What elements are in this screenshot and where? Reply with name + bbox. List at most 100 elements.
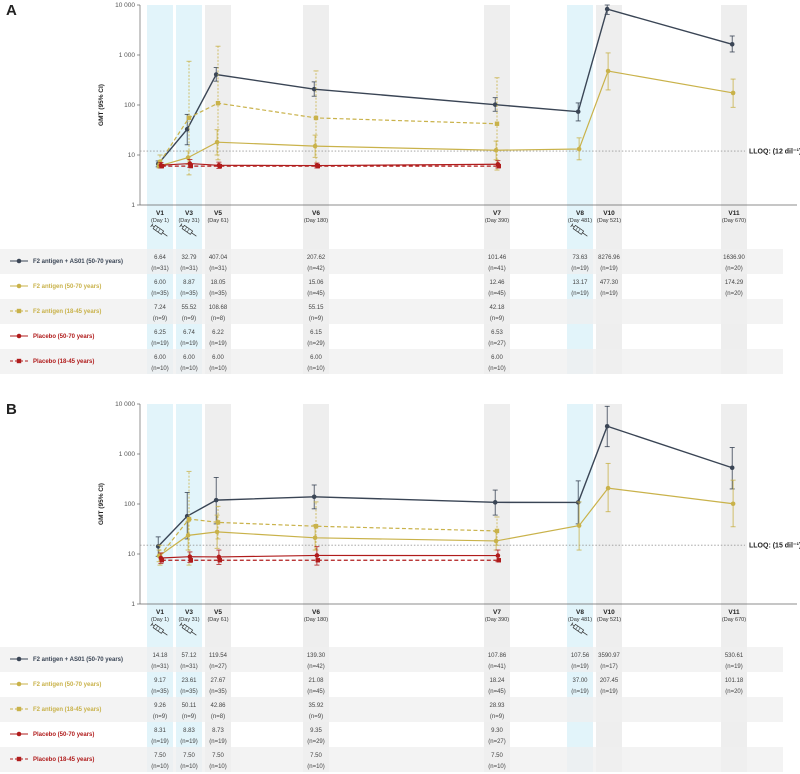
gmt-value: 8276.96: [598, 255, 620, 261]
data-point: [311, 494, 317, 500]
gmt-value: 101.18: [725, 678, 744, 684]
y-axis-title: GMT (95% CI): [98, 84, 105, 126]
gmt-value: 42.18: [489, 305, 505, 311]
data-point: [730, 90, 736, 96]
gmt-value: 6.25: [154, 330, 166, 336]
visit-day-label: (Day 481): [568, 617, 592, 623]
n-value: (n=31): [209, 266, 227, 272]
y-tick-label: 1: [131, 202, 135, 209]
syringe-mark: [186, 627, 190, 632]
gmt-value: 32.79: [181, 255, 197, 261]
n-value: (n=19): [209, 739, 227, 745]
gmt-value: 50.11: [182, 703, 197, 709]
series-2: [156, 462, 736, 563]
data-point: [157, 159, 163, 165]
gmt-value: 6.15: [310, 330, 322, 336]
syringe-plunger: [571, 623, 575, 627]
series-name: Placebo (18-45 years): [33, 757, 94, 763]
n-value: (n=41): [488, 664, 506, 670]
syringe-plunger: [151, 224, 155, 228]
legend-marker: [16, 333, 22, 339]
series-2: [156, 52, 736, 169]
gmt-value: 6.00: [154, 355, 166, 361]
visit-day-label: (Day 180): [304, 617, 328, 623]
series-name: F2 antigen (50-70 years): [33, 682, 101, 688]
n-value: (n=35): [180, 291, 198, 297]
visit-day-label: (Day 180): [304, 218, 328, 224]
gmt-value: 15.06: [308, 280, 324, 286]
data-point: [214, 139, 220, 145]
visit-day-label: (Day 31): [178, 218, 199, 224]
gmt-value: 42.86: [210, 703, 226, 709]
syringe-needle: [191, 631, 197, 636]
data-point: [186, 115, 192, 120]
n-value: (n=19): [725, 664, 743, 670]
n-value: (n=35): [151, 689, 169, 695]
n-value: (n=45): [307, 689, 325, 695]
gmt-value: 6.00: [212, 355, 224, 361]
gmt-value: 1636.90: [723, 255, 745, 261]
series-line: [157, 8, 733, 165]
syringe-grip: [179, 622, 183, 627]
data-point: [729, 41, 735, 47]
visit-day-label: (Day 31): [178, 617, 199, 623]
n-value: (n=9): [490, 714, 504, 720]
syringe-needle: [162, 631, 168, 636]
gmt-value: 7.50: [212, 753, 224, 759]
data-point: [575, 500, 581, 505]
syringe-grip: [150, 622, 154, 627]
gmt-value: 12.46: [489, 280, 505, 286]
syringe-needle: [582, 232, 588, 237]
n-value: (n=27): [488, 341, 506, 347]
series-name: Placebo (18-45 years): [33, 359, 94, 365]
series-line: [158, 487, 734, 557]
data-point: [315, 558, 320, 563]
n-value: (n=19): [600, 689, 618, 695]
gmt-value: 6.74: [183, 330, 195, 336]
gmt-value: 9.35: [310, 728, 322, 734]
n-value: (n=19): [571, 664, 589, 670]
syringe-icon: [570, 622, 588, 636]
series-name: Placebo (50-70 years): [33, 732, 94, 738]
syringe-grip: [179, 223, 183, 228]
gmt-value: 14.18: [152, 653, 168, 659]
n-value: (n=35): [180, 689, 198, 695]
visit-label: V5: [214, 609, 222, 616]
n-value: (n=9): [309, 714, 323, 720]
gmt-value: 35.92: [308, 703, 324, 709]
data-point: [576, 523, 582, 528]
syringe-barrel: [152, 623, 165, 634]
n-value: (n=35): [209, 291, 227, 297]
data-point: [493, 147, 499, 153]
panel-label: A: [6, 2, 17, 19]
data-point: [214, 529, 220, 535]
y-tick-label: 10 000: [115, 2, 135, 9]
data-point: [159, 558, 164, 563]
data-point: [217, 163, 222, 169]
series-name: F2 antigen (50-70 years): [33, 284, 101, 290]
y-tick-label: 1 000: [119, 52, 136, 59]
syringe-mark: [155, 226, 159, 231]
data-point: [605, 485, 611, 491]
gmt-value: 9.26: [154, 703, 166, 709]
syringe-mark: [575, 226, 579, 231]
gmt-value: 139.30: [307, 653, 326, 659]
y-tick-label: 100: [124, 102, 135, 109]
data-point: [157, 553, 163, 558]
visit-label: V7: [493, 210, 501, 217]
n-value: (n=31): [180, 664, 198, 670]
n-value: (n=19): [151, 341, 169, 347]
n-value: (n=20): [725, 266, 743, 272]
visit-label: V1: [156, 210, 164, 217]
data-point: [188, 558, 193, 563]
n-value: (n=45): [307, 291, 325, 297]
series-5: [159, 558, 501, 563]
n-value: (n=8): [211, 316, 225, 322]
n-value: (n=19): [600, 266, 618, 272]
series-line: [157, 425, 733, 547]
visit-label: V8: [576, 609, 584, 616]
gmt-value: 101.46: [488, 255, 507, 261]
n-value: (n=10): [307, 764, 325, 770]
data-point: [314, 553, 320, 558]
n-value: (n=8): [211, 714, 225, 720]
